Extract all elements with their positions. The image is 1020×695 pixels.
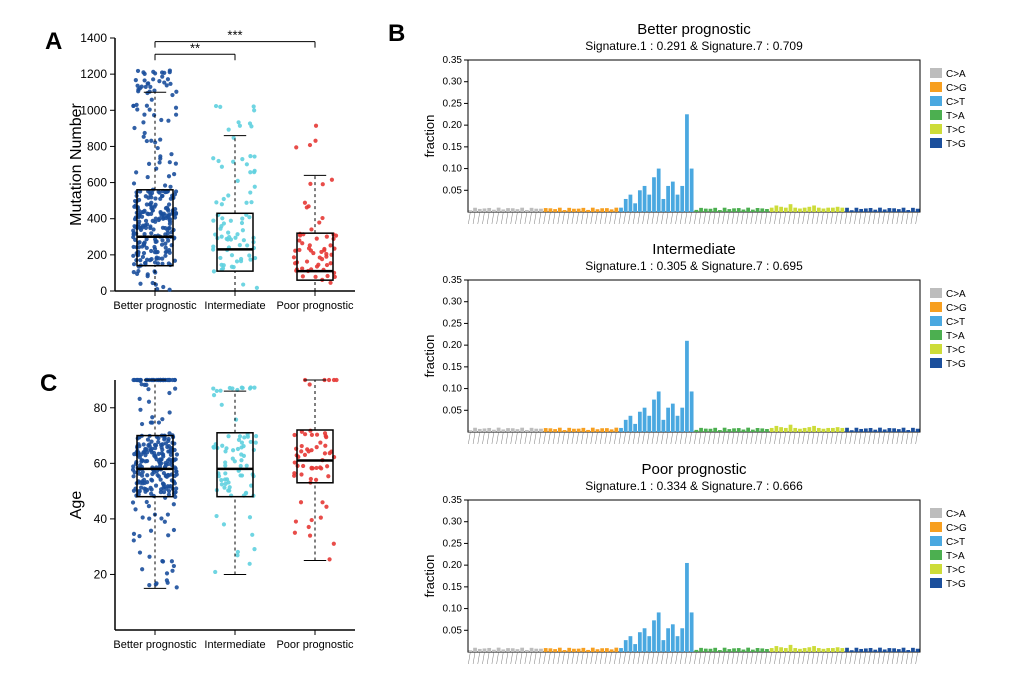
svg-text:C>A: C>A xyxy=(946,69,966,80)
svg-text:Intermediate: Intermediate xyxy=(204,639,265,651)
svg-text:0.10: 0.10 xyxy=(443,604,463,615)
svg-text:Poor prognostic: Poor prognostic xyxy=(276,639,354,651)
svg-text:Intermediate: Intermediate xyxy=(204,300,265,312)
panel-b-label: B xyxy=(388,20,405,48)
svg-text:T>C: T>C xyxy=(946,565,965,576)
svg-text:0.20: 0.20 xyxy=(443,340,463,351)
svg-text:0.05: 0.05 xyxy=(443,185,463,196)
svg-text:fraction: fraction xyxy=(422,335,437,378)
panel-a-label: A xyxy=(45,28,62,56)
svg-text:0: 0 xyxy=(100,284,107,298)
svg-text:T>A: T>A xyxy=(946,551,965,562)
panel-b-chart: Better prognosticSignature.1 : 0.291 & S… xyxy=(420,20,1000,680)
svg-text:60: 60 xyxy=(94,456,108,470)
svg-text:0.25: 0.25 xyxy=(443,538,463,549)
svg-text:0.10: 0.10 xyxy=(443,164,463,175)
svg-text:C>G: C>G xyxy=(946,523,967,534)
svg-text:80: 80 xyxy=(94,401,108,415)
svg-text:0.30: 0.30 xyxy=(443,77,463,88)
svg-text:Better prognostic: Better prognostic xyxy=(113,300,197,312)
svg-text:0.30: 0.30 xyxy=(443,517,463,528)
svg-text:200: 200 xyxy=(87,248,107,262)
svg-text:T>G: T>G xyxy=(946,579,966,590)
svg-text:0.15: 0.15 xyxy=(443,582,463,593)
svg-text:T>G: T>G xyxy=(946,359,966,370)
svg-text:0.20: 0.20 xyxy=(443,560,463,571)
svg-text:T>G: T>G xyxy=(946,139,966,150)
svg-text:C>A: C>A xyxy=(946,289,966,300)
svg-text:T>A: T>A xyxy=(946,111,965,122)
svg-text:0.05: 0.05 xyxy=(443,625,463,636)
svg-text:Age: Age xyxy=(68,491,85,520)
svg-text:0.05: 0.05 xyxy=(443,405,463,416)
svg-text:0.25: 0.25 xyxy=(443,98,463,109)
svg-text:0.35: 0.35 xyxy=(443,495,463,506)
svg-text:C>G: C>G xyxy=(946,83,967,94)
svg-text:0.10: 0.10 xyxy=(443,384,463,395)
svg-text:1400: 1400 xyxy=(80,31,107,45)
svg-text:T>A: T>A xyxy=(946,331,965,342)
svg-text:fraction: fraction xyxy=(422,555,437,598)
svg-text:Signature.1 : 0.334 & Signatur: Signature.1 : 0.334 & Signature.7 : 0.66… xyxy=(585,479,803,493)
svg-text:20: 20 xyxy=(94,567,108,581)
svg-text:Better prognostic: Better prognostic xyxy=(113,639,197,651)
svg-text:Signature.1 : 0.291 & Signatur: Signature.1 : 0.291 & Signature.7 : 0.70… xyxy=(585,39,803,53)
svg-text:**: ** xyxy=(190,40,200,55)
svg-text:Signature.1 : 0.305 & Signatur: Signature.1 : 0.305 & Signature.7 : 0.69… xyxy=(585,259,803,273)
svg-text:fraction: fraction xyxy=(422,115,437,158)
svg-text:0.25: 0.25 xyxy=(443,318,463,329)
svg-text:Mutation Number: Mutation Number xyxy=(68,102,85,225)
svg-text:C>T: C>T xyxy=(946,97,965,108)
svg-text:0.15: 0.15 xyxy=(443,142,463,153)
svg-text:600: 600 xyxy=(87,176,107,190)
svg-text:800: 800 xyxy=(87,139,107,153)
panel-c-label: C xyxy=(40,370,57,398)
svg-text:400: 400 xyxy=(87,212,107,226)
svg-text:C>T: C>T xyxy=(946,537,965,548)
svg-text:T>C: T>C xyxy=(946,125,965,136)
svg-text:0.35: 0.35 xyxy=(443,55,463,66)
panel-a-chart: 0200400600800100012001400Mutation Number… xyxy=(65,28,365,326)
svg-text:40: 40 xyxy=(94,512,108,526)
svg-text:0.20: 0.20 xyxy=(443,120,463,131)
svg-text:T>C: T>C xyxy=(946,345,965,356)
svg-text:0.15: 0.15 xyxy=(443,362,463,373)
svg-text:***: *** xyxy=(227,28,242,43)
svg-text:Intermediate: Intermediate xyxy=(652,241,735,258)
svg-text:1200: 1200 xyxy=(80,67,107,81)
panel-c-chart: 20 40 60 80 Age Better prognostic Intermediate… xyxy=(65,370,365,665)
svg-text:Poor prognostic: Poor prognostic xyxy=(641,461,747,478)
svg-text:C>G: C>G xyxy=(946,303,967,314)
svg-text:0.35: 0.35 xyxy=(443,275,463,286)
svg-text:C>T: C>T xyxy=(946,317,965,328)
svg-text:Better prognostic: Better prognostic xyxy=(637,21,751,38)
svg-text:Poor prognostic: Poor prognostic xyxy=(276,300,354,312)
svg-text:0.30: 0.30 xyxy=(443,297,463,308)
svg-text:C>A: C>A xyxy=(946,509,966,520)
